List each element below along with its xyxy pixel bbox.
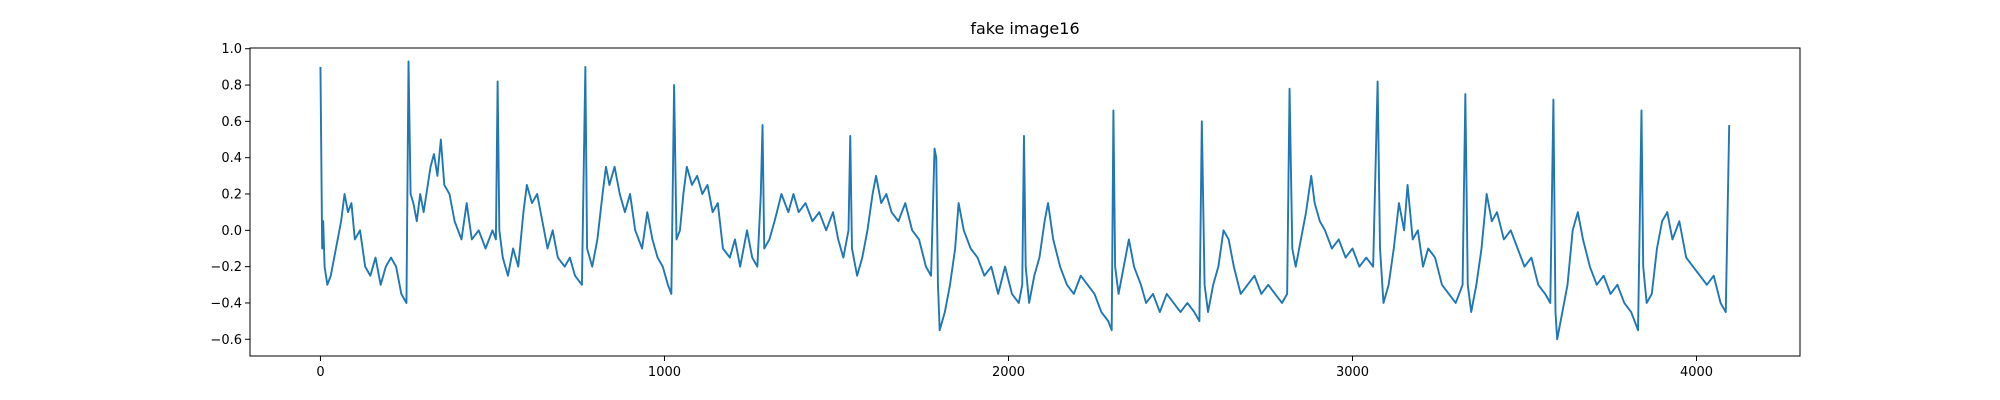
y-tick-label: 0.8 <box>221 79 242 94</box>
y-tick-label: −0.4 <box>210 296 242 311</box>
y-tick-label: 0.0 <box>221 224 242 239</box>
plot-frame <box>249 47 1801 357</box>
y-tick-label: −0.6 <box>210 333 242 348</box>
x-tick-label: 3000 <box>1336 365 1369 380</box>
y-tick-label: 0.2 <box>221 188 242 203</box>
x-tick-label: 1000 <box>648 365 681 380</box>
y-tick-label: −0.2 <box>210 260 242 275</box>
data-line <box>319 60 1731 341</box>
y-tick-label: 1.0 <box>221 42 242 57</box>
x-tick-label: 4000 <box>1680 365 1713 380</box>
chart-title: fake image16 <box>970 19 1079 38</box>
x-tick-label: 2000 <box>992 365 1025 380</box>
x-tick-label: 0 <box>316 365 324 380</box>
y-tick-label: 0.6 <box>221 115 242 130</box>
y-tick-label: 0.4 <box>221 151 242 166</box>
